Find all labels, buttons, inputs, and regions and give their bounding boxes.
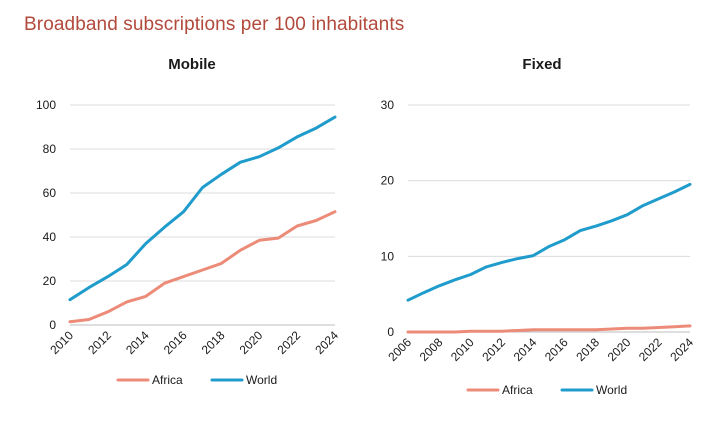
x-tick-label-mobile-2024: 2024	[312, 328, 341, 357]
legend-label-fixed-africa: Africa	[502, 383, 533, 397]
series-line-mobile-world	[68, 115, 337, 302]
y-tick-label-mobile-0: 0	[49, 318, 56, 332]
x-tick-label-mobile-2020: 2020	[237, 328, 266, 357]
series-line-fixed-world	[406, 182, 692, 302]
chart-fixed: Fixed 0 10 20 30 2006 2008 2010 2012 2014 2016 2018…	[381, 56, 697, 397]
x-tick-label-mobile-2010: 2010	[47, 328, 76, 357]
y-tick-label-fixed-0: 0	[387, 325, 394, 339]
x-tick-label-fixed-2006: 2006	[385, 335, 414, 364]
series-line-fixed-africa	[406, 324, 692, 334]
x-tick-label-mobile-2014: 2014	[123, 328, 152, 357]
y-tick-label-mobile-40: 40	[43, 230, 57, 244]
series-line-mobile-africa	[68, 210, 337, 324]
legend-label-fixed-world: World	[596, 383, 627, 397]
x-tick-label-fixed-2020: 2020	[605, 335, 634, 364]
chart-title-mobile: Mobile	[168, 56, 216, 73]
x-tick-label-fixed-2016: 2016	[542, 335, 571, 364]
y-tick-label-fixed-20: 20	[381, 174, 395, 188]
x-tick-label-mobile-2012: 2012	[85, 328, 114, 357]
x-tick-label-fixed-2010: 2010	[448, 335, 477, 364]
y-tick-label-mobile-100: 100	[36, 98, 56, 112]
x-tick-label-fixed-2014: 2014	[511, 335, 540, 364]
y-tick-label-fixed-10: 10	[381, 249, 395, 263]
y-tick-label-mobile-20: 20	[43, 274, 57, 288]
x-tick-label-fixed-2012: 2012	[479, 335, 508, 364]
x-tick-label-mobile-2022: 2022	[274, 328, 303, 357]
x-tick-label-fixed-2018: 2018	[573, 335, 602, 364]
y-tick-label-fixed-30: 30	[381, 98, 395, 112]
y-tick-label-mobile-80: 80	[43, 142, 57, 156]
y-tick-label-mobile-60: 60	[43, 186, 57, 200]
x-tick-label-fixed-2024: 2024	[667, 335, 696, 364]
x-tick-label-fixed-2008: 2008	[417, 335, 446, 364]
legend-label-mobile-world: World	[246, 373, 277, 387]
chart-title-fixed: Fixed	[522, 56, 561, 73]
x-tick-label-mobile-2018: 2018	[199, 328, 228, 357]
chart-mobile: Mobile 0 20 40 60 80 100 2010 2012 2014 2016 2018 20…	[36, 56, 341, 387]
page-title: Broadband subscriptions per 100 inhabita…	[24, 14, 405, 35]
legend-label-mobile-africa: Africa	[152, 373, 183, 387]
x-tick-label-fixed-2022: 2022	[636, 335, 665, 364]
x-tick-label-mobile-2016: 2016	[161, 328, 190, 357]
